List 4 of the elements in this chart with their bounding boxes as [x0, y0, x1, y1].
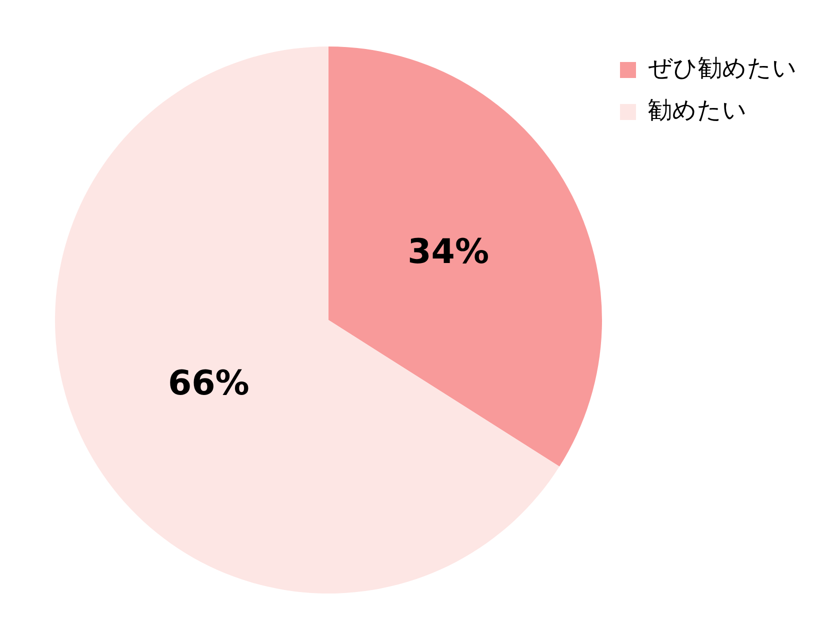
legend-label: ぜひ勧めたい [648, 54, 797, 82]
legend-label: 勧めたい [648, 96, 747, 124]
data-label: 34% [408, 232, 490, 272]
data-label: 66% [168, 364, 250, 404]
